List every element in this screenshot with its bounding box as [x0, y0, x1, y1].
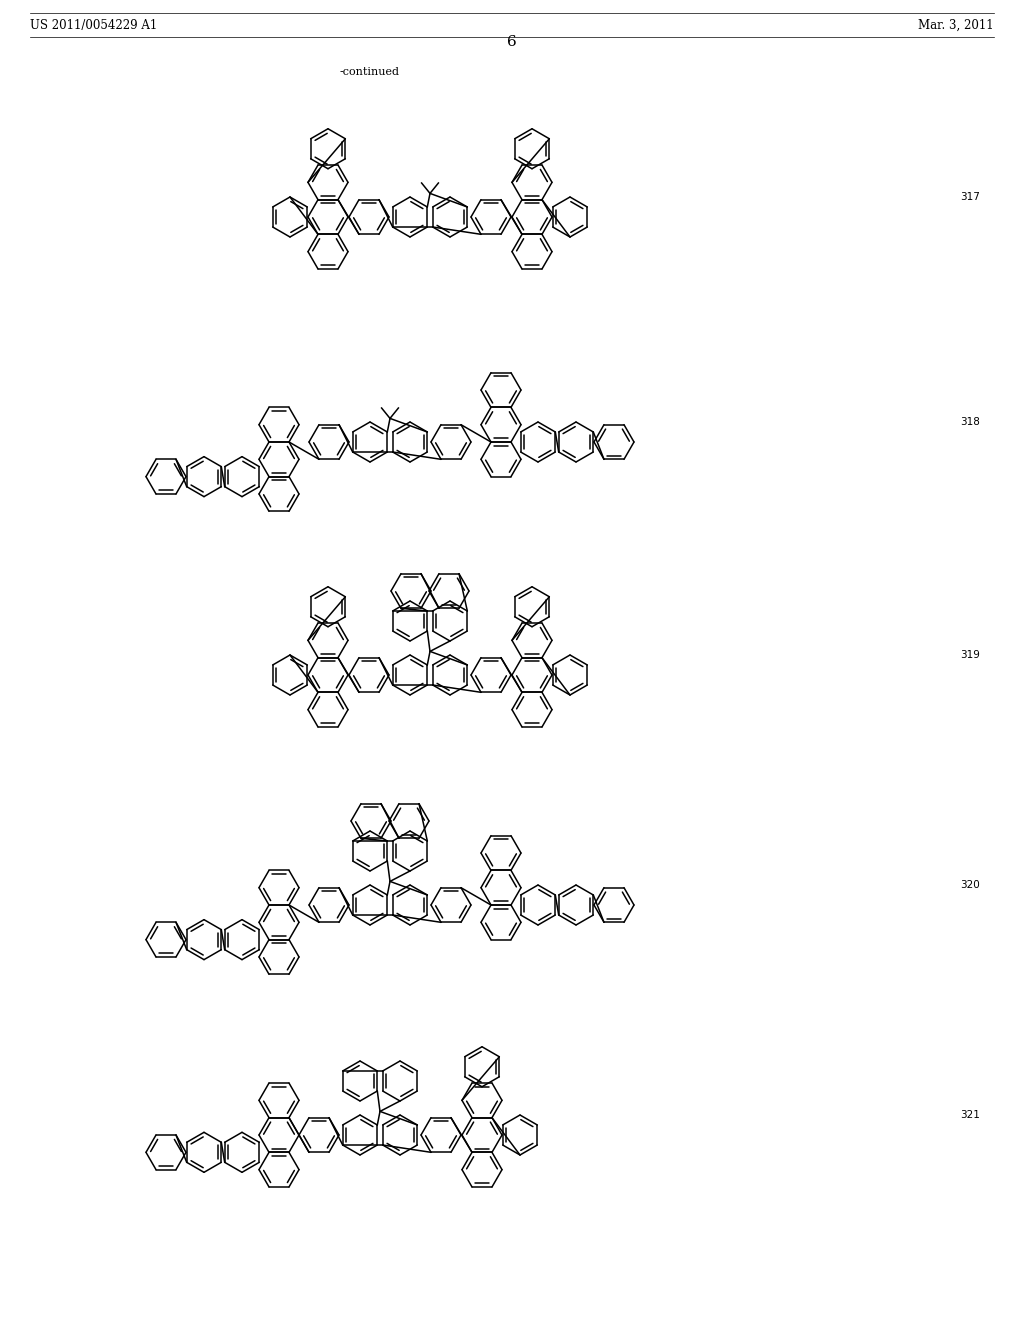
Text: 319: 319	[961, 649, 980, 660]
Text: Mar. 3, 2011: Mar. 3, 2011	[919, 18, 994, 32]
Text: 320: 320	[961, 880, 980, 890]
Text: 317: 317	[961, 191, 980, 202]
Text: 6: 6	[507, 36, 517, 49]
Text: -continued: -continued	[340, 67, 400, 77]
Text: US 2011/0054229 A1: US 2011/0054229 A1	[30, 18, 158, 32]
Text: 321: 321	[961, 1110, 980, 1119]
Text: 318: 318	[961, 417, 980, 426]
